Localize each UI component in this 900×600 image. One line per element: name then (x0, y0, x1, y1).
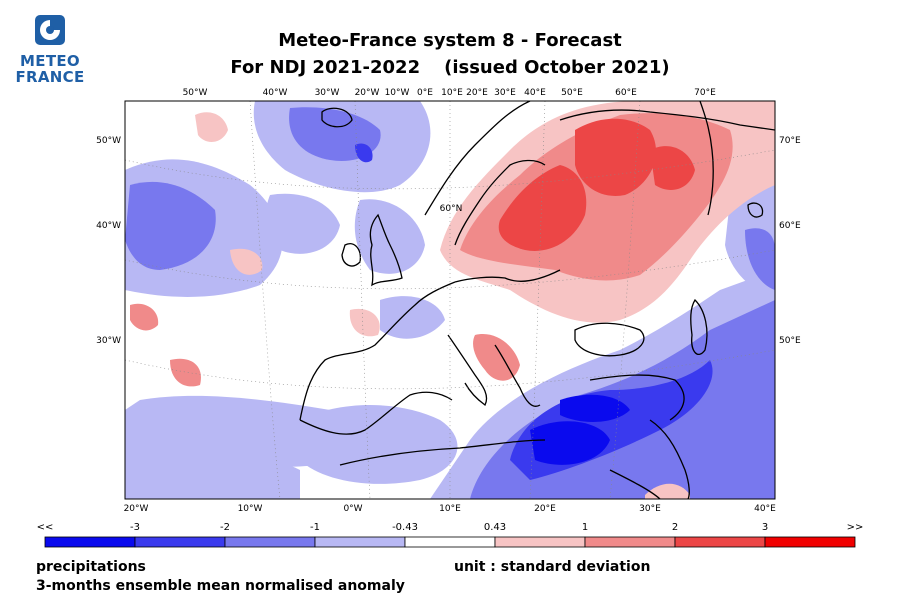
top-lon-label: 50°W (183, 88, 208, 98)
meteo-france-logo-icon (35, 15, 65, 45)
top-lon-label: 10°E (441, 88, 463, 98)
bottom-longitude-labels: 20°W 10°W 0°W 10°E 20°E 30°E 40°E (124, 504, 777, 514)
bottom-lon-label: 0°W (343, 504, 362, 514)
top-lon-label: 20°W (355, 88, 380, 98)
colorbar-segment (584, 536, 676, 548)
right-latitude-labels: 70°E 60°E 50°E (779, 136, 801, 346)
chart-title: Meteo-France system 8 - Forecast (278, 30, 622, 51)
bottom-lon-label: 20°E (534, 504, 556, 514)
left-lat-label: 40°W (96, 221, 121, 231)
map-frame (124, 100, 776, 500)
colorbar-label: -2 (220, 522, 230, 533)
description-label: 3-months ensemble mean normalised anomal… (36, 578, 405, 594)
top-lon-label: 60°E (615, 88, 637, 98)
top-lon-label: 0°E (417, 88, 433, 98)
colorbar-segment (764, 536, 856, 548)
colorbar-segment (494, 536, 586, 548)
left-lat-label: 50°W (96, 136, 121, 146)
logo-text-meteo: METEO (20, 52, 80, 70)
right-lat-label: 70°E (779, 136, 801, 146)
logo-text-france: FRANCE (15, 68, 85, 86)
colorbar-label: >> (847, 522, 864, 533)
issue-date: (issued October 2021) (444, 57, 670, 78)
top-lon-label: 70°E (694, 88, 716, 98)
top-lon-label: 30°E (494, 88, 516, 98)
colorbar-label: -0.43 (392, 522, 418, 533)
anomaly-field (125, 101, 775, 499)
bottom-lon-label: 10°W (238, 504, 263, 514)
colorbar-label: 3 (762, 522, 768, 533)
bottom-lon-label: 20°W (124, 504, 149, 514)
colorbar-label: 1 (582, 522, 588, 533)
inner-latitude-label: 60°N (440, 204, 463, 214)
graticule (125, 101, 775, 499)
top-lon-label: 50°E (561, 88, 583, 98)
bottom-lon-label: 30°E (639, 504, 661, 514)
colorbar-label: << (37, 522, 54, 533)
right-lat-label: 60°E (779, 221, 801, 231)
left-lat-label: 30°W (96, 336, 121, 346)
colorbar-segment (224, 536, 316, 548)
colorbar (44, 536, 856, 548)
colorbar-segment (404, 536, 496, 548)
variable-label: precipitations (36, 559, 146, 575)
coastlines (299, 101, 775, 499)
top-lon-label: 20°E (466, 88, 488, 98)
meteo-france-logo: METEO FRANCE (14, 14, 86, 85)
colorbar-label: 2 (672, 522, 678, 533)
colorbar-label: 0.43 (484, 522, 506, 533)
bottom-lon-label: 10°E (439, 504, 461, 514)
top-lon-label: 40°W (263, 88, 288, 98)
top-lon-label: 40°E (524, 88, 546, 98)
top-lon-label: 10°W (385, 88, 410, 98)
colorbar-label: -3 (130, 522, 140, 533)
colorbar-segment (134, 536, 226, 548)
colorbar-segment (44, 536, 136, 548)
top-longitude-labels: 50°W 40°W 30°W 20°W 10°W 0°E 10°E 20°E 30°E 40°E 5… (183, 88, 717, 98)
colorbar-labels: << -3 -2 -1 -0.43 0.43 1 2 3 >> (37, 522, 864, 533)
left-latitude-labels: 50°W 40°W 30°W (96, 136, 121, 346)
colorbar-segment (674, 536, 766, 548)
colorbar-label: -1 (310, 522, 320, 533)
map-area (125, 101, 775, 499)
right-lat-label: 50°E (779, 336, 801, 346)
chart-subtitle: For NDJ 2021-2022 (issued October 2021) (150, 57, 750, 78)
bottom-lon-label: 40°E (754, 504, 776, 514)
top-lon-label: 30°W (315, 88, 340, 98)
unit-label: unit : standard deviation (454, 559, 651, 575)
forecast-period: For NDJ 2021-2022 (230, 57, 421, 78)
colorbar-segment (314, 536, 406, 548)
